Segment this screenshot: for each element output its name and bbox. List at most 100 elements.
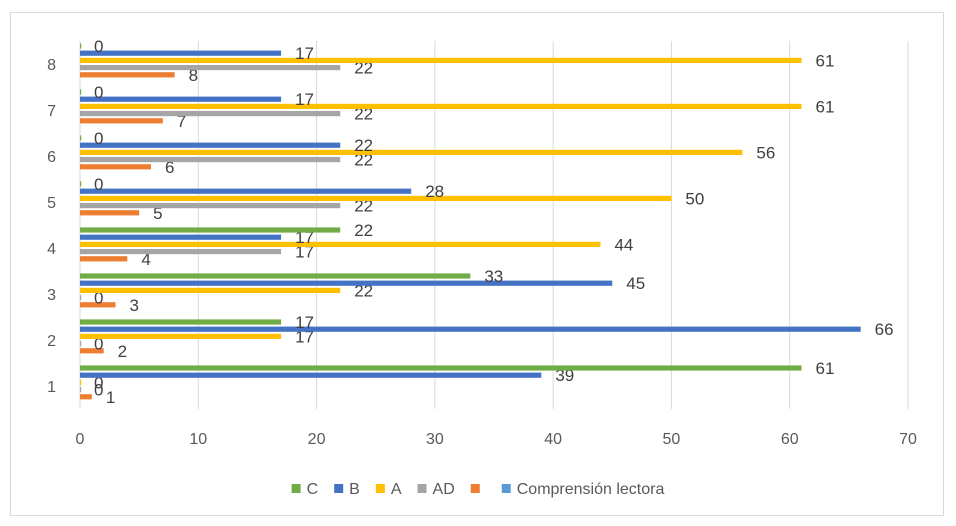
bar-s4-c6	[80, 142, 341, 148]
data-label-s5-c8: 0	[94, 37, 103, 56]
legend-swatch-1	[334, 484, 344, 493]
legend-swatch-5	[501, 484, 511, 493]
bar-s4-c1	[80, 372, 542, 378]
bar-stub-s5-c7	[80, 89, 82, 95]
data-label-s3-c4: 44	[614, 235, 633, 254]
data-label-s5-c5: 0	[94, 175, 103, 194]
data-label-s4-c3: 45	[626, 274, 645, 293]
data-label-s5-c1: 61	[816, 359, 835, 378]
category-label-1: 1	[47, 379, 56, 396]
bar-s1-c3	[80, 302, 116, 308]
data-label-s5-c7: 0	[94, 83, 103, 102]
bar-s1-c8	[80, 72, 175, 78]
bar-stub-s2-c3	[80, 295, 82, 301]
bar-s4-c3	[80, 280, 613, 286]
legend-swatch-4	[470, 484, 480, 493]
data-label-s1-c8: 8	[189, 66, 198, 85]
bar-s4-c5	[80, 188, 412, 194]
bar-s5-c1	[80, 365, 802, 371]
legend-label-5: Comprensión lectora	[517, 481, 665, 498]
bar-s1-c2	[80, 348, 104, 354]
bar-s1-c1	[80, 394, 92, 400]
category-label-4: 4	[47, 241, 56, 258]
legend-label-1: B	[349, 481, 360, 498]
data-label-s3-c7: 61	[816, 97, 835, 116]
data-label-s5-c4: 22	[354, 221, 373, 240]
bar-s3-c5	[80, 195, 672, 201]
category-label-6: 6	[47, 149, 56, 166]
category-label-7: 7	[47, 103, 56, 120]
data-label-s4-c6: 22	[354, 136, 373, 155]
bar-s4-c4	[80, 234, 282, 240]
data-label-s1-c3: 3	[129, 296, 138, 315]
data-label-s2-c6: 22	[354, 151, 373, 170]
data-label-s5-c6: 0	[94, 129, 103, 148]
data-label-s2-c8: 22	[354, 59, 373, 78]
legend-swatch-0	[291, 484, 301, 493]
x-tick-label-10: 10	[189, 431, 207, 448]
bar-s5-c3	[80, 273, 471, 279]
bar-stub-s3-c1	[80, 379, 82, 385]
data-label-s4-c5: 28	[425, 182, 444, 201]
data-label-s1-c4: 4	[141, 250, 150, 269]
data-label-s4-c1: 39	[555, 366, 574, 385]
bar-stub-s2-c2	[80, 341, 82, 347]
x-tick-label-30: 30	[426, 431, 444, 448]
data-label-s3-c2: 17	[295, 327, 314, 346]
data-label-s1-c2: 2	[118, 342, 127, 361]
x-tick-label-60: 60	[781, 431, 799, 448]
legend-swatch-3	[417, 484, 427, 493]
bar-s2-c6	[80, 157, 341, 163]
data-label-s5-c3: 33	[484, 267, 503, 286]
bar-s1-c5	[80, 210, 140, 216]
bar-stub-s2-c1	[80, 387, 82, 393]
bar-s1-c6	[80, 164, 151, 170]
x-tick-label-70: 70	[899, 431, 917, 448]
bar-s5-c4	[80, 227, 341, 233]
data-label-s3-c5: 50	[685, 189, 704, 208]
data-label-s1-c6: 6	[165, 158, 174, 177]
bar-s3-c7	[80, 103, 802, 109]
bar-s3-c4	[80, 241, 601, 247]
x-tick-label-50: 50	[663, 431, 681, 448]
bar-s2-c4	[80, 249, 282, 255]
data-label-s4-c2: 66	[875, 320, 894, 339]
data-label-s2-c2: 0	[94, 335, 103, 354]
data-label-s4-c7: 17	[295, 90, 314, 109]
data-label-s4-c4: 17	[295, 228, 314, 247]
data-label-s2-c1: 0	[94, 381, 103, 400]
data-label-s1-c5: 5	[153, 204, 162, 223]
bar-s1-c7	[80, 118, 163, 124]
legend-label-0: C	[307, 481, 319, 498]
data-label-s3-c6: 56	[756, 143, 775, 162]
data-label-s3-c1: 0	[94, 373, 103, 392]
chart-frame	[10, 12, 944, 516]
bar-stub-s5-c8	[80, 43, 82, 49]
x-tick-label-0: 0	[76, 431, 85, 448]
category-label-5: 5	[47, 195, 56, 212]
data-label-s3-c8: 61	[816, 51, 835, 70]
bar-s3-c3	[80, 287, 341, 293]
x-tick-label-40: 40	[544, 431, 562, 448]
legend-label-2: A	[391, 481, 402, 498]
x-tick-label-20: 20	[308, 431, 326, 448]
bar-s2-c7	[80, 111, 341, 117]
data-label-s2-c4: 17	[295, 243, 314, 262]
data-label-s4-c8: 17	[295, 44, 314, 63]
data-label-s2-c5: 22	[354, 197, 373, 216]
category-label-2: 2	[47, 333, 56, 350]
bar-stub-s5-c5	[80, 181, 82, 187]
category-label-8: 8	[47, 57, 56, 74]
bar-s1-c4	[80, 256, 128, 262]
bar-s3-c8	[80, 57, 802, 63]
bar-s3-c6	[80, 149, 743, 155]
bar-s3-c2	[80, 333, 282, 339]
data-label-s2-c3: 0	[94, 289, 103, 308]
category-label-3: 3	[47, 287, 56, 304]
bar-s5-c2	[80, 319, 282, 325]
data-label-s1-c1: 1	[106, 388, 115, 407]
data-label-s2-c7: 22	[354, 105, 373, 124]
bar-s2-c5	[80, 203, 341, 209]
bar-stub-s5-c6	[80, 135, 82, 141]
